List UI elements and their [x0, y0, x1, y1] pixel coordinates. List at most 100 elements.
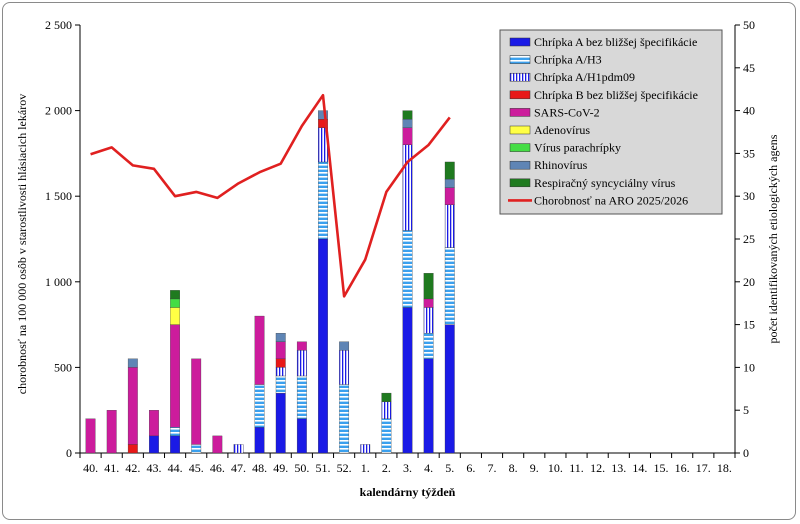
bar-segment — [191, 444, 202, 454]
legend-swatch — [509, 125, 531, 135]
x-tick-label: 49. — [273, 461, 288, 475]
x-tick-label: 51. — [315, 461, 330, 475]
legend-label: Rhinovírus — [534, 158, 588, 172]
legend-label: Chrípka A bez bližšej špecifikácie — [534, 35, 697, 49]
y-tick-label: 2 500 — [45, 18, 72, 32]
y-tick-label: 1 500 — [45, 189, 72, 203]
bar-segment — [296, 341, 307, 351]
bar-segment — [296, 350, 307, 377]
x-tick-label: 44. — [168, 461, 183, 475]
x-tick-label: 16. — [675, 461, 690, 475]
line-series — [90, 93, 451, 298]
x-tick-label: 40. — [83, 461, 98, 475]
x-tick-label: 47. — [231, 461, 246, 475]
legend-swatch — [509, 178, 531, 188]
bar-segment — [254, 384, 265, 428]
legend-label: SARS-CoV-2 — [534, 105, 600, 119]
legend-swatch — [509, 143, 531, 152]
bar-segment — [254, 315, 265, 385]
x-tick-label: 10. — [548, 461, 563, 475]
x-tick-label: 17. — [696, 461, 711, 475]
x-tick-label: 9. — [530, 461, 539, 475]
bar-segment — [381, 401, 392, 419]
bar-segment — [402, 119, 413, 128]
x-tick-label: 12. — [590, 461, 605, 475]
legend-label: Chrípka A/H3 — [534, 53, 602, 67]
legend-swatch — [509, 90, 531, 100]
bar-segment — [423, 273, 434, 300]
bar-segment — [402, 307, 413, 454]
bar-segment — [381, 392, 392, 402]
legend-label: Vírus parachrípky — [534, 141, 621, 155]
y2-tick-label: 5 — [743, 403, 749, 417]
x-tick-label: 52. — [337, 461, 352, 475]
bar-segment — [360, 444, 371, 454]
bar-segment — [275, 392, 286, 454]
legend-swatch — [509, 108, 531, 117]
legend-label: Chrípka A/H1pdm09 — [534, 70, 635, 84]
bar-segment — [444, 187, 455, 205]
x-tick-label: 11. — [569, 461, 584, 475]
bar-segment — [275, 367, 286, 377]
bar-segment — [149, 410, 159, 437]
y-tick-label: 1 000 — [45, 275, 72, 289]
y-tick-label: 0 — [66, 446, 72, 460]
legend-swatch — [509, 160, 531, 170]
x-tick-label: 8. — [509, 461, 518, 475]
y2-tick-label: 20 — [743, 275, 755, 289]
y2-tick-label: 30 — [743, 189, 755, 203]
bar-segment — [296, 418, 307, 454]
y2-tick-label: 10 — [743, 360, 755, 374]
y2-tick-label: 50 — [743, 18, 755, 32]
x-tick-label: 50. — [294, 461, 309, 475]
x-tick-label: 18. — [717, 461, 732, 475]
bar-segment — [423, 307, 434, 334]
bar-segment — [402, 110, 413, 120]
bar-segment — [85, 418, 96, 454]
y2-tick-label: 40 — [743, 104, 755, 118]
bar-segment — [381, 418, 392, 454]
bar-segment — [402, 127, 413, 145]
bar-segment — [339, 350, 350, 385]
bar-segment — [339, 384, 350, 454]
bar-segment — [170, 324, 180, 428]
legend-label: Respiračný syncyciálny vírus — [534, 176, 676, 190]
legend-swatch — [509, 72, 531, 82]
bar-segment — [444, 204, 455, 248]
bar-segment — [127, 367, 138, 445]
x-tick-label: 5. — [445, 461, 454, 475]
bar-segment — [423, 333, 434, 359]
legend-swatch — [509, 55, 531, 64]
x-tick-label: 3. — [403, 461, 412, 475]
bar-segment — [233, 444, 244, 454]
x-tick-label: 13. — [611, 461, 626, 475]
x-tick-label: 15. — [654, 461, 669, 475]
x-tick-label: 6. — [466, 461, 475, 475]
bar-segment — [170, 290, 180, 300]
x-axis-title: kalendárny týždeň — [360, 485, 456, 499]
x-tick-label: 14. — [632, 461, 647, 475]
x-tick-label: 46. — [210, 461, 225, 475]
x-tick-label: 7. — [488, 461, 497, 475]
bar-segment — [149, 435, 159, 454]
bar-segment — [318, 161, 328, 240]
y2-tick-label: 35 — [743, 146, 755, 160]
y-tick-label: 2 000 — [45, 104, 72, 118]
x-tick-label: 45. — [189, 461, 204, 475]
bar-segment — [127, 444, 138, 454]
bar-segment — [170, 298, 180, 308]
legend-label: Adenovírus — [534, 123, 590, 137]
y2-tick-label: 45 — [743, 61, 755, 75]
y-tick-label: 500 — [54, 360, 72, 374]
y2-tick-label: 25 — [743, 232, 755, 246]
y-axis-title: chorobnosť na 100 000 osôb v starostlivo… — [15, 94, 29, 394]
bar-segment — [170, 307, 180, 325]
x-tick-label: 2. — [382, 461, 391, 475]
legend-swatch — [509, 37, 531, 47]
bar-segment — [254, 427, 265, 454]
x-tick-label: 4. — [424, 461, 433, 475]
y2-tick-label: 0 — [743, 446, 749, 460]
bar-segment — [275, 358, 286, 368]
